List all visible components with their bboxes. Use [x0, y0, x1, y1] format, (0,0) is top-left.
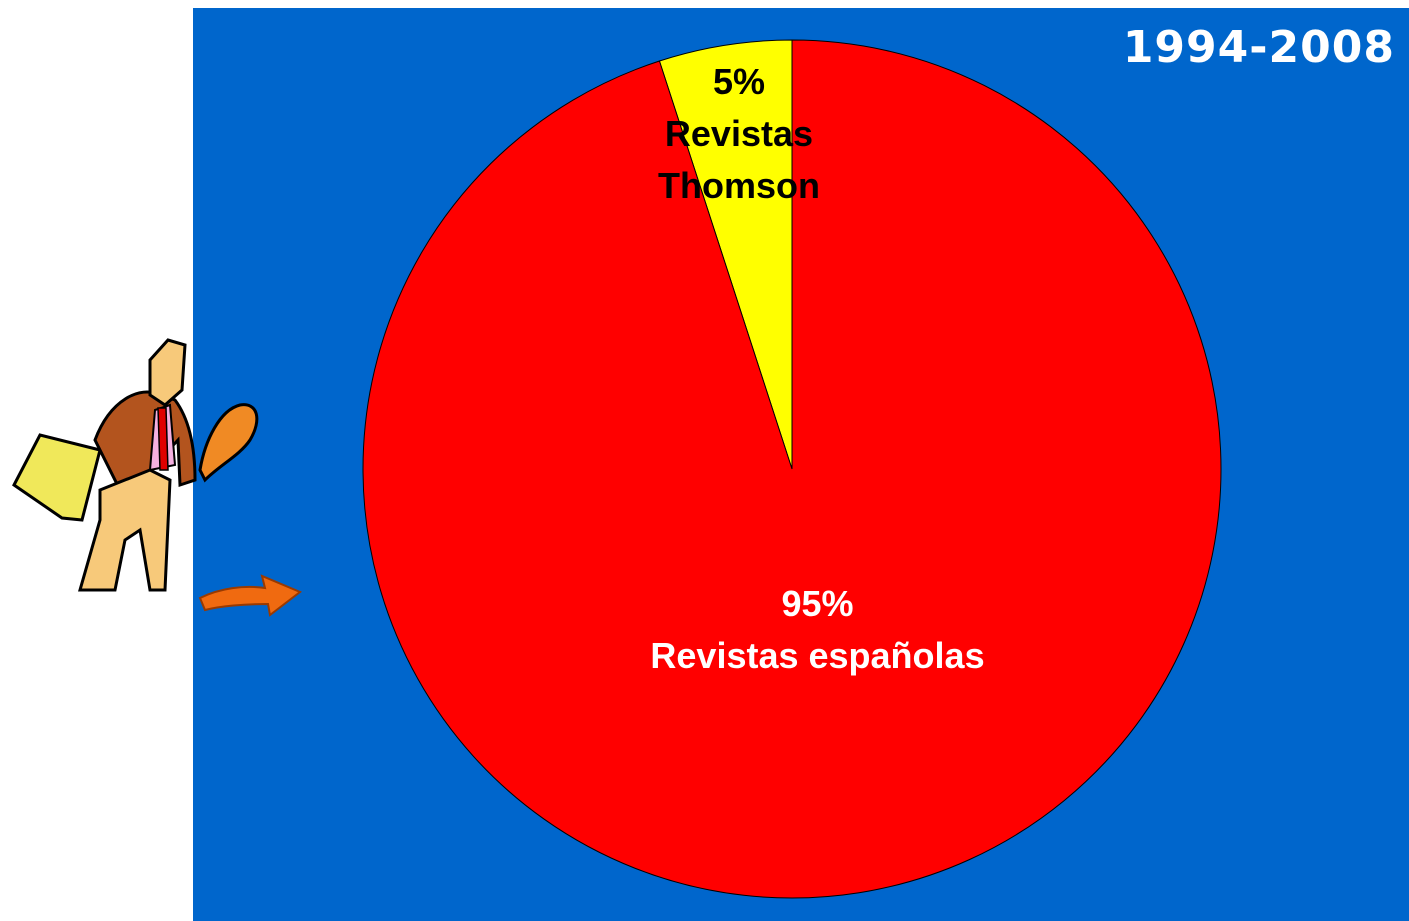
value-label: 5%	[712, 61, 765, 103]
slice-label: 95% Revistas españolas	[608, 578, 1028, 682]
category-label: Revistas españolas	[650, 635, 985, 676]
value-label: 95%	[781, 583, 854, 624]
slice-label: 5% Revistas Thomson	[629, 56, 849, 212]
clip-art	[12, 338, 302, 617]
pie-slice	[362, 39, 1222, 899]
chart-title: 1994-2008	[1122, 22, 1395, 73]
category-label: Revistas Thomson	[657, 113, 820, 207]
